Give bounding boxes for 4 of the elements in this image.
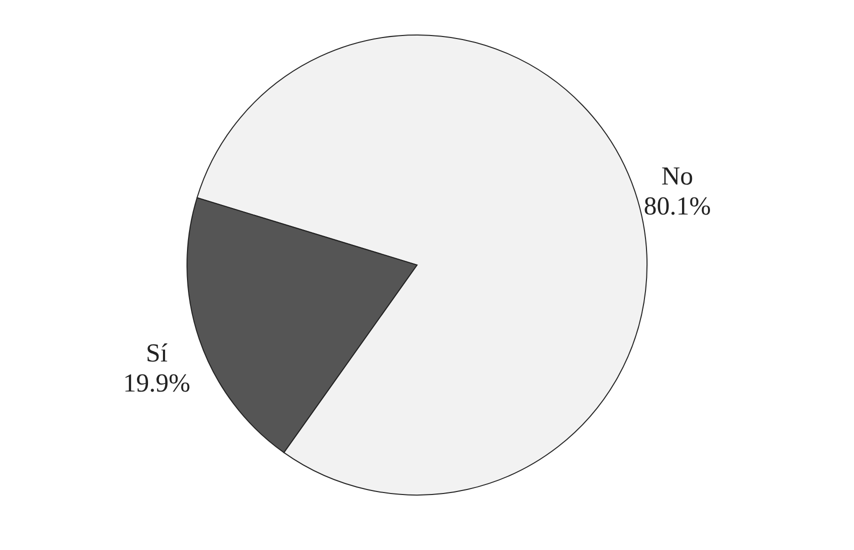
slice-label: No bbox=[661, 161, 694, 190]
data-label: 80.1% bbox=[644, 191, 711, 220]
slice-label: Sí bbox=[146, 338, 168, 368]
data-label: 19.9% bbox=[123, 368, 190, 398]
